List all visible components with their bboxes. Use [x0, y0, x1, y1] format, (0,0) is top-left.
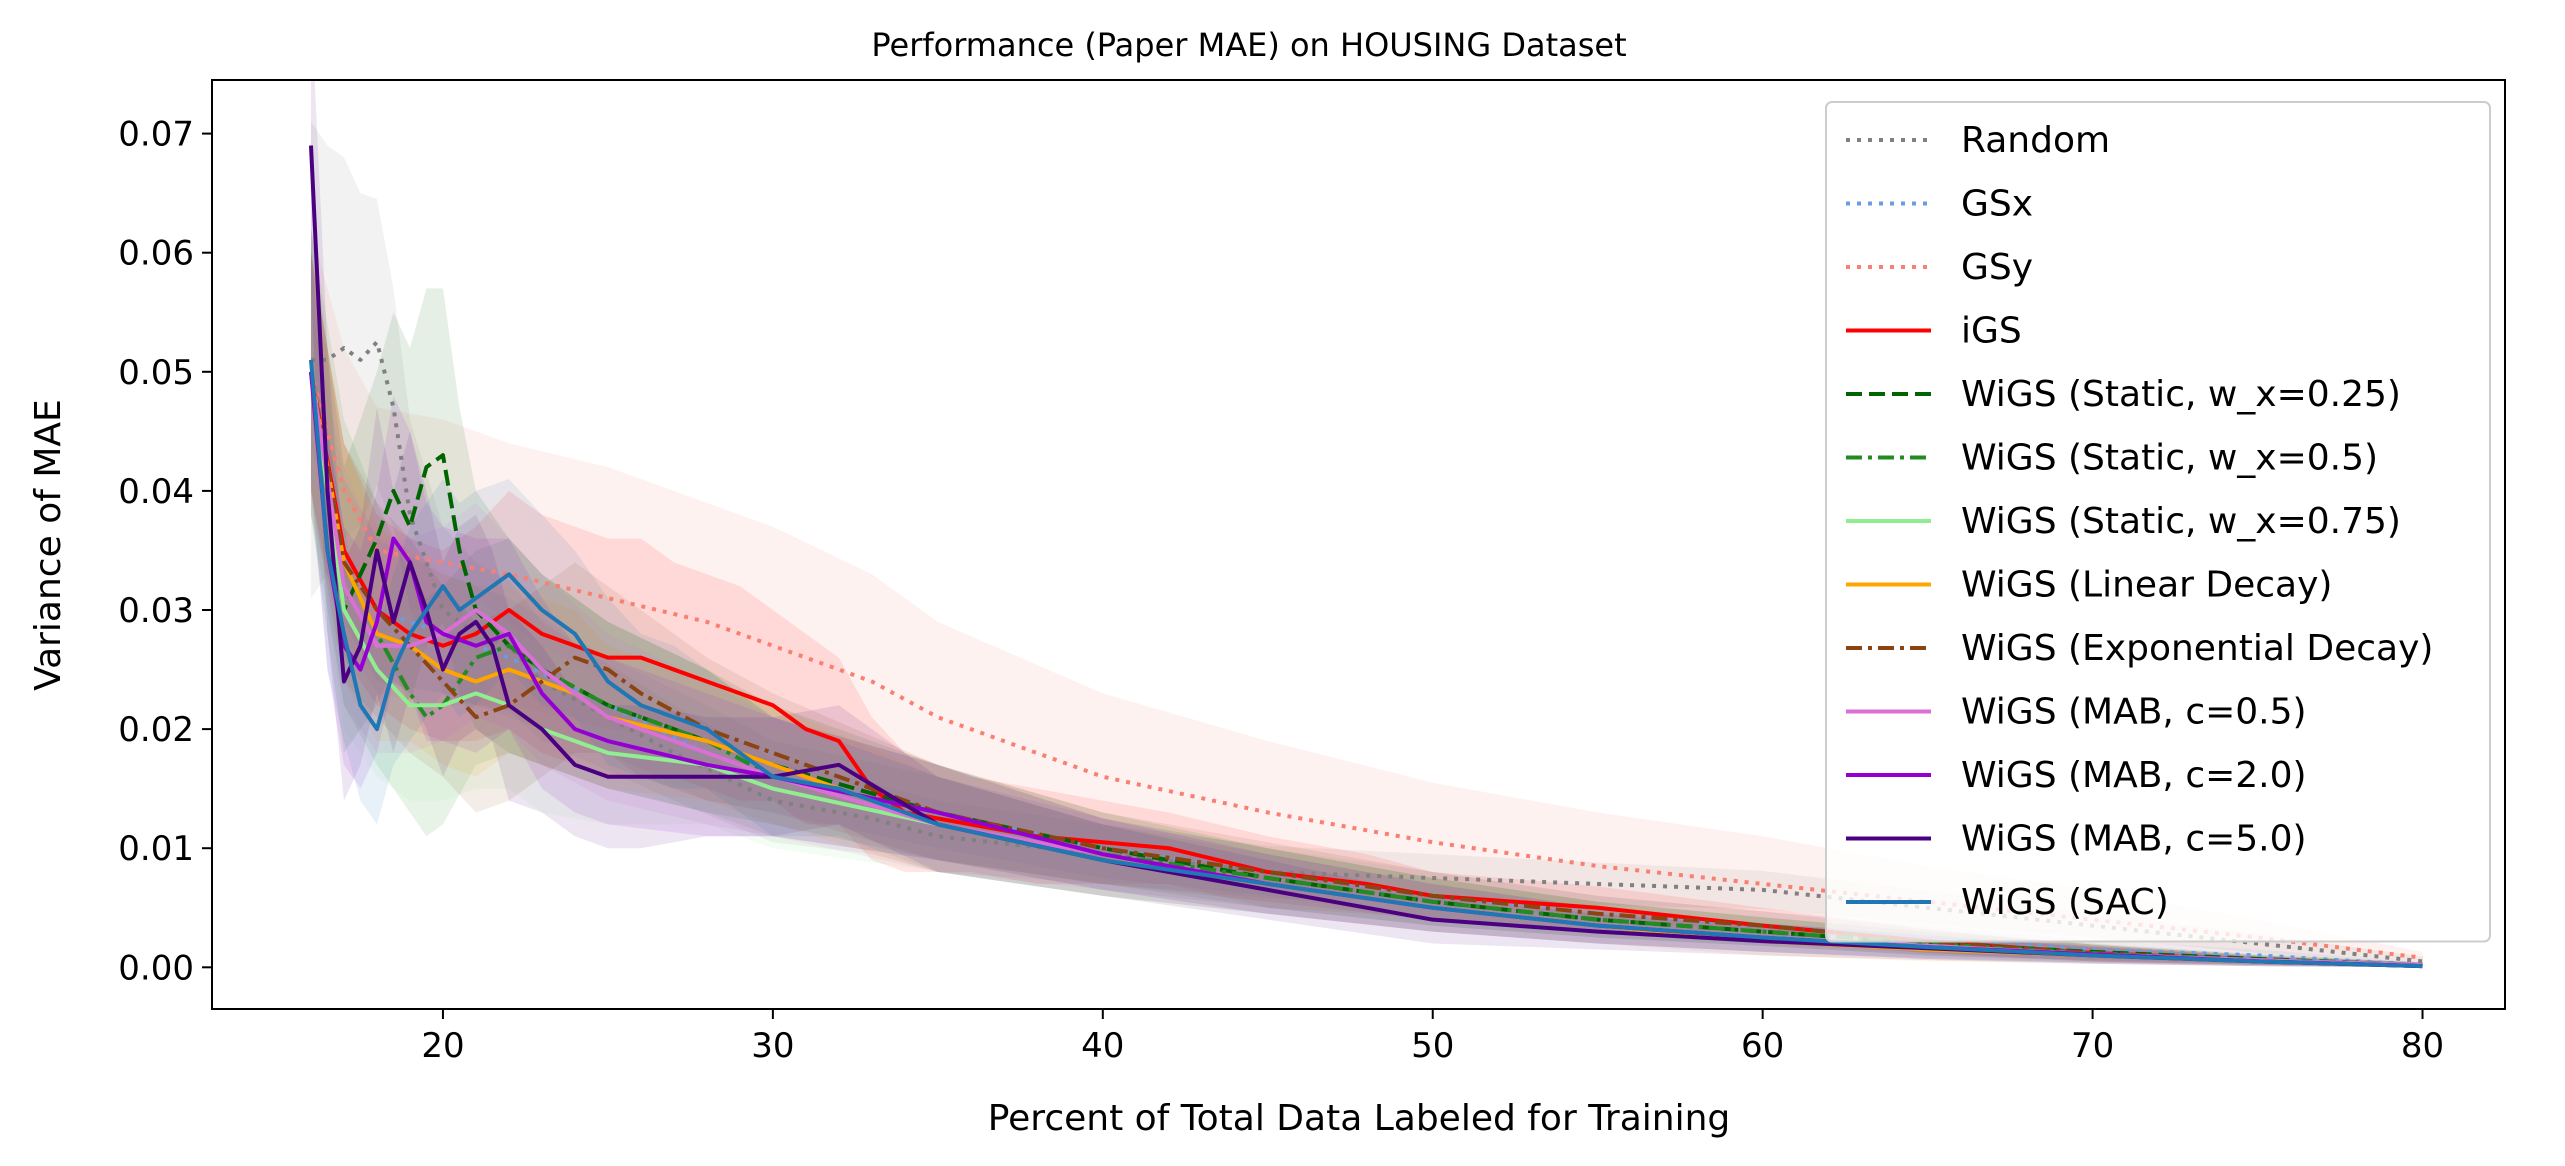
y-tick-label: 0.01	[118, 829, 194, 869]
legend-label: iGS	[1961, 311, 2022, 352]
y-axis-ticks: 0.00 0.01 0.02 0.03 0.04 0.05 0.06 0.07	[118, 115, 212, 988]
y-tick-label: 0.05	[118, 353, 194, 393]
legend-label: GSx	[1961, 184, 2033, 225]
series-line-wigs-mab-c-5-0	[308, 145, 2423, 969]
legend-label: WiGS (Static, w_x=0.75)	[1961, 501, 2401, 542]
band-wigs-static-w-x-0-25	[310, 228, 2423, 968]
x-axis-ticks: 20 30 40 50 60 70 80	[421, 1009, 2444, 1066]
x-tick-label: 60	[1741, 1026, 1784, 1066]
legend-box	[1825, 101, 2491, 943]
y-tick-label: 0.04	[118, 472, 194, 512]
x-tick-label: 50	[1411, 1026, 1454, 1066]
legend: Random GSx GSy iGS WiGS (Static, w_x=0.25) Wi…	[1825, 101, 2491, 943]
legend-label: WiGS (Static, w_x=0.25)	[1961, 374, 2401, 415]
y-tick-label: 0.03	[118, 591, 194, 631]
series-line-wigs-sac	[308, 359, 2423, 969]
x-tick-label: 20	[421, 1026, 464, 1066]
y-tick-label: 0.02	[118, 710, 194, 750]
y-tick-label: 0.00	[118, 948, 194, 988]
band-wigs-mab-c-5-0	[310, 80, 2423, 968]
chart-title: Performance (Paper MAE) on HOUSING Datas…	[871, 26, 1626, 64]
y-tick-label: 0.06	[118, 234, 194, 274]
series-line-random	[310, 340, 2423, 964]
legend-label: WiGS (MAB, c=0.5)	[1961, 692, 2307, 733]
x-axis-label: Percent of Total Data Labeled for Traini…	[988, 1098, 1731, 1139]
legend-label: WiGS (SAC)	[1961, 882, 2169, 923]
series-line-wigs-static-w-x-0-25	[308, 371, 2423, 967]
band-gsx	[310, 300, 2423, 968]
y-tick-label: 0.07	[118, 115, 194, 155]
legend-label: WiGS (Static, w_x=0.5)	[1961, 438, 2378, 479]
plot-frame	[211, 79, 2506, 1010]
y-axis-label: Variance of MAE	[28, 399, 69, 691]
legend-label: WiGS (MAB, c=2.0)	[1961, 755, 2307, 796]
x-tick-label: 80	[2401, 1026, 2444, 1066]
x-tick-label: 40	[1081, 1026, 1124, 1066]
legend-label: WiGS (MAB, c=5.0)	[1961, 819, 2307, 860]
legend-label: WiGS (Linear Decay)	[1961, 565, 2332, 606]
legend-label: WiGS (Exponential Decay)	[1961, 628, 2433, 669]
x-tick-label: 70	[2071, 1026, 2114, 1066]
x-tick-label: 30	[751, 1026, 794, 1066]
legend-label: Random	[1961, 120, 2110, 161]
band-gsy	[310, 228, 2423, 964]
band-wigs-static-w-x-0-5	[310, 228, 2423, 968]
legend-label: GSy	[1961, 247, 2033, 288]
